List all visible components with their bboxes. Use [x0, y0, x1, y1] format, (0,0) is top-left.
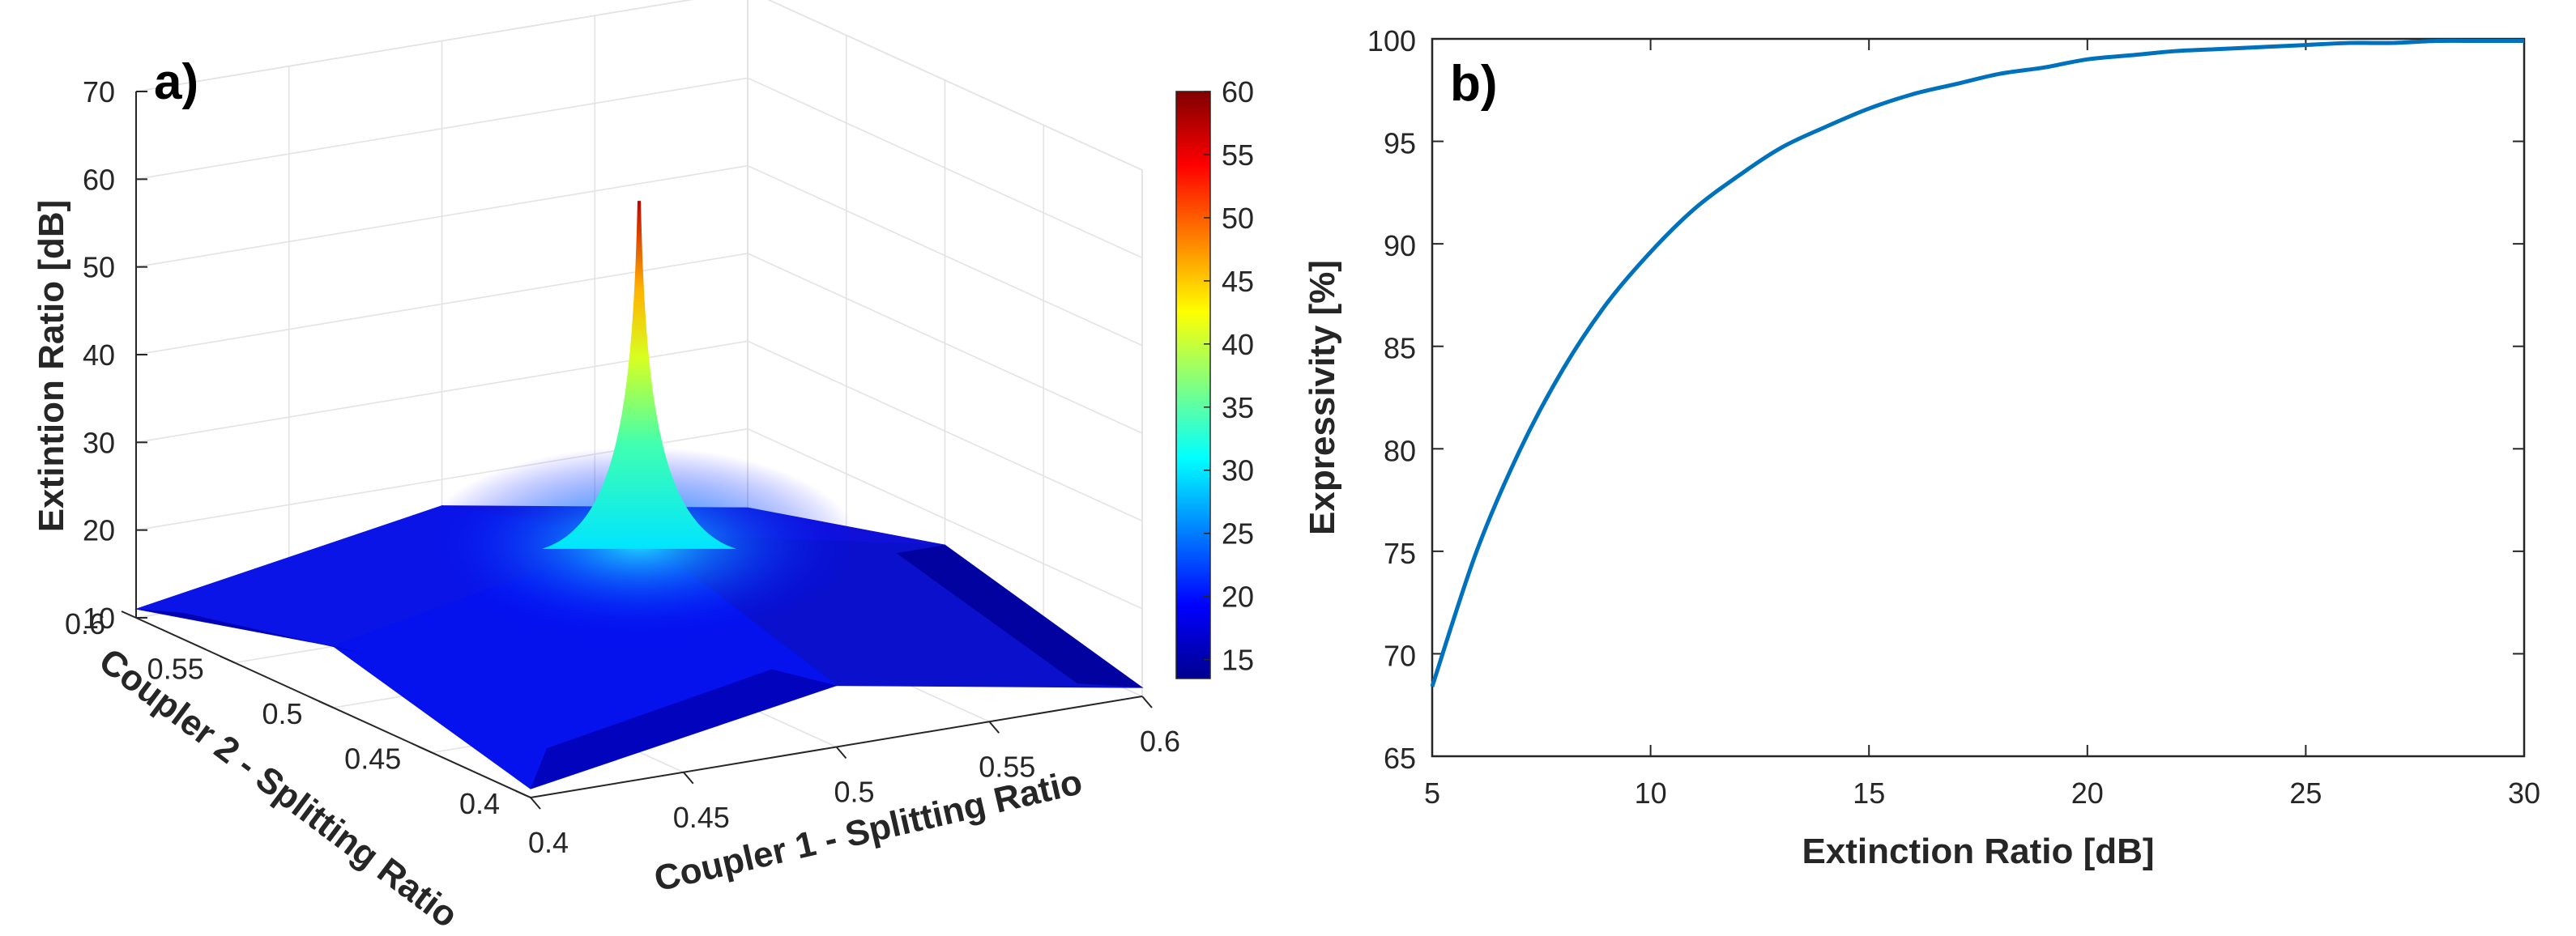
y-tick-mark	[416, 745, 433, 754]
surface-peak	[542, 201, 736, 549]
y-tick-mark	[318, 700, 334, 708]
colorbar-tick-label: 35	[1222, 391, 1254, 424]
colorbar-tick-label: 45	[1222, 265, 1254, 298]
y-tick-label: 0.5	[262, 697, 302, 730]
x-tick-mark	[1141, 696, 1153, 708]
x-tick-label: 5	[1424, 776, 1440, 810]
colorbar-ticks: 15 20 25 30 35 40 45 50 55 60	[1204, 75, 1254, 677]
panel-b-y-axis-label: Expressivity [%]	[1303, 260, 1342, 535]
z-tick-label: 30	[83, 426, 115, 459]
y-tick-label: 90	[1384, 229, 1416, 262]
colorbar-tick-label: 25	[1222, 517, 1254, 551]
y-tick-label: 75	[1384, 537, 1416, 570]
y-tick-label: 95	[1384, 127, 1416, 160]
z-tick-label: 70	[83, 75, 115, 108]
colorbar-tick-label: 50	[1222, 202, 1254, 235]
x-tick-label: 30	[2508, 776, 2540, 810]
colorbar-gradient	[1175, 91, 1211, 679]
x-tick-label: 0.4	[528, 826, 569, 859]
panel-b-series	[1430, 38, 2524, 687]
panel-b-axes-box	[1431, 37, 2526, 758]
x-tick-label: 15	[1853, 776, 1885, 810]
z-tick-label: 60	[83, 163, 115, 196]
colorbar-tick-label: 15	[1222, 644, 1254, 677]
x-tick-mark	[530, 797, 541, 810]
y-tick-label: 85	[1384, 332, 1416, 365]
colorbar-tick-label: 55	[1222, 138, 1254, 172]
colorbar: 15 20 25 30 35 40 45 50 55 60	[1175, 75, 1254, 679]
x-tick-label: 0.55	[979, 750, 1035, 783]
y-tick-label: 100	[1367, 24, 1416, 57]
panel-a-surface-plot: 10 20 30 40 50 60 70 0.4 0.45 0.5 0.55 0.6 0.4 0.45 0.…	[32, 0, 1254, 936]
z-tick-label: 10	[83, 602, 115, 635]
y-tick-label: 0.45	[344, 742, 401, 776]
y-tick-mark	[220, 655, 236, 664]
y-tick-mark	[515, 790, 531, 798]
y-tick-label: 0.6	[65, 607, 105, 640]
panel-a-axes: 10 20 30 40 50 60 70 0.4 0.45 0.5 0.55 0.6 0.4 0.45 0.…	[65, 75, 1180, 859]
panel-b-x-axis-label: Extinction Ratio [dB]	[1802, 832, 2154, 871]
x-tick-label: 10	[1635, 776, 1667, 810]
colorbar-tick-label: 40	[1222, 328, 1254, 361]
panel-b-label: b)	[1450, 56, 1498, 112]
x-tick-label: 20	[2071, 776, 2104, 810]
panel-a-label: a)	[154, 54, 198, 110]
colorbar-tick-label: 20	[1222, 581, 1254, 614]
x-tick-label: 0.6	[1140, 725, 1180, 758]
z-tick-label: 50	[83, 251, 115, 284]
z-gridline	[135, 0, 1143, 171]
x-tick-label: 25	[2289, 776, 2322, 810]
panel-b-line-chart: 5 10 15 20 25 30 65 70 75 80 85 90 95 100 b) Extincti…	[1303, 24, 2540, 871]
y-tick-mark	[121, 611, 137, 619]
z-tick-label: 40	[83, 338, 115, 372]
surface-shade-front-corner	[531, 669, 837, 789]
y-tick-label: 80	[1384, 434, 1416, 467]
colorbar-tick-label: 30	[1222, 454, 1254, 487]
y-tick-label: 0.55	[147, 653, 204, 686]
colorbar-tick-label: 60	[1222, 75, 1254, 108]
series-line-expressivity	[1430, 38, 2524, 687]
x-tick-mark	[988, 721, 1000, 734]
x-tick-mark	[835, 746, 847, 759]
z-tick-label: 20	[83, 514, 115, 547]
x-tick-mark	[682, 772, 694, 785]
y-tick-label: 0.4	[459, 787, 500, 820]
x-tick-label: 0.5	[834, 776, 874, 809]
panel-b-ticks: 5 10 15 20 25 30 65 70 75 80 85 90 95 100	[1367, 24, 2540, 810]
surface-shade-right-corner	[896, 545, 1142, 688]
panel-a-z-axis-label: Extintion Ratio [dB]	[32, 200, 71, 533]
panel-a-surface	[134, 201, 1144, 789]
y-tick-label: 65	[1384, 742, 1416, 775]
y-tick-label: 70	[1384, 639, 1416, 672]
x-tick-label: 0.45	[673, 801, 730, 834]
